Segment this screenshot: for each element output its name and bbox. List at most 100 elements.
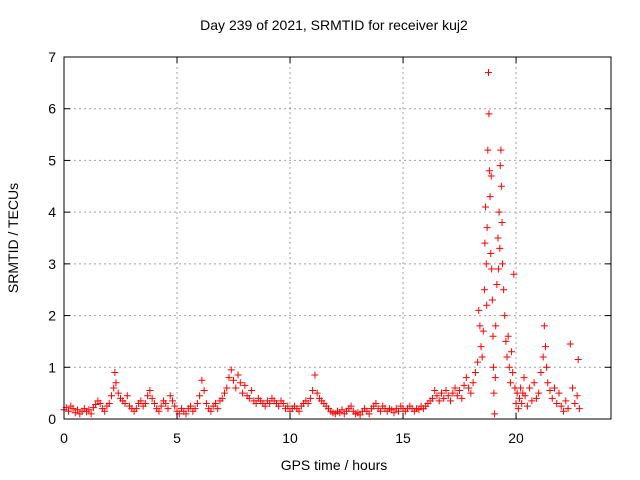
data-point [223,384,231,392]
data-point [490,389,498,397]
data-point [503,353,511,361]
data-point [509,368,517,376]
y-tick-label: 5 [48,152,56,168]
data-point [553,399,561,407]
data-point [225,374,233,382]
data-point [451,384,459,392]
data-point [306,394,314,402]
x-axis-label: GPS time / hours [281,457,388,473]
data-point [193,399,201,407]
data-point [469,379,477,387]
data-point [460,381,468,389]
data-point [543,363,551,371]
data-point [483,224,491,232]
data-point [431,387,439,395]
data-point [171,402,179,410]
data-point [168,397,176,405]
data-point [150,399,158,407]
x-tick-label: 10 [282,430,298,446]
data-point [218,394,226,402]
data-point [376,407,384,415]
data-point [96,399,104,407]
data-point [220,389,228,397]
data-point [232,384,240,392]
data-point [462,374,470,382]
data-point [495,208,503,216]
data-point [121,399,129,407]
data-point [508,348,516,356]
data-point [123,392,131,400]
data-points [60,69,583,419]
data-point [428,394,436,402]
x-tick-label: 0 [60,430,68,446]
data-point [498,218,506,226]
data-point [435,397,443,405]
data-point [146,387,154,395]
data-point [488,296,496,304]
data-point [500,286,508,294]
data-point [467,389,475,397]
data-point [449,389,457,397]
data-point [202,399,210,407]
data-point [494,234,502,242]
data-point [241,381,249,389]
data-point [504,332,512,340]
data-point [566,340,574,348]
data-point [562,397,570,405]
data-point [148,394,156,402]
data-point [453,392,461,400]
data-point [309,387,317,395]
data-point [105,399,113,407]
y-tick-label: 3 [48,256,56,272]
data-point [499,260,507,268]
data-point [482,260,490,268]
x-tick-label: 20 [508,430,524,446]
data-point [390,409,398,417]
data-point [484,69,492,77]
data-point [575,405,583,413]
x-tick-label: 5 [173,430,181,446]
data-point [437,389,445,397]
data-point [557,402,565,410]
data-point [261,402,269,410]
data-point [112,379,120,387]
data-point [433,392,441,400]
data-point [521,392,529,400]
data-point [493,281,501,289]
data-point [313,389,321,397]
data-point [569,384,577,392]
data-point [252,399,260,407]
y-tick-label: 4 [48,204,56,220]
data-point [535,389,543,397]
data-point [465,384,473,392]
data-point [92,401,100,409]
data-point [164,405,172,413]
data-point [489,332,497,340]
data-point [234,371,242,379]
data-point [560,407,568,415]
data-point [491,374,499,382]
data-point [506,379,514,387]
data-point [477,343,485,351]
data-point [196,392,204,400]
data-point [284,402,292,410]
data-point [550,384,558,392]
data-point [132,405,140,413]
data-point [198,376,206,384]
x-tick-label: 15 [395,430,411,446]
data-point [347,402,355,410]
data-point [528,397,536,405]
data-point [141,399,149,407]
data-point [544,379,552,387]
data-point [239,389,247,397]
data-point [356,411,364,419]
data-point [65,407,73,415]
data-point [479,327,487,335]
data-point [101,407,109,415]
data-point [515,394,523,402]
axis-ticks: 0 1 2 3 4 5 6 7 0 5 10 15 20 [48,49,611,446]
data-point [517,384,525,392]
data-point [114,389,122,397]
data-point [555,389,563,397]
data-point [475,306,483,314]
